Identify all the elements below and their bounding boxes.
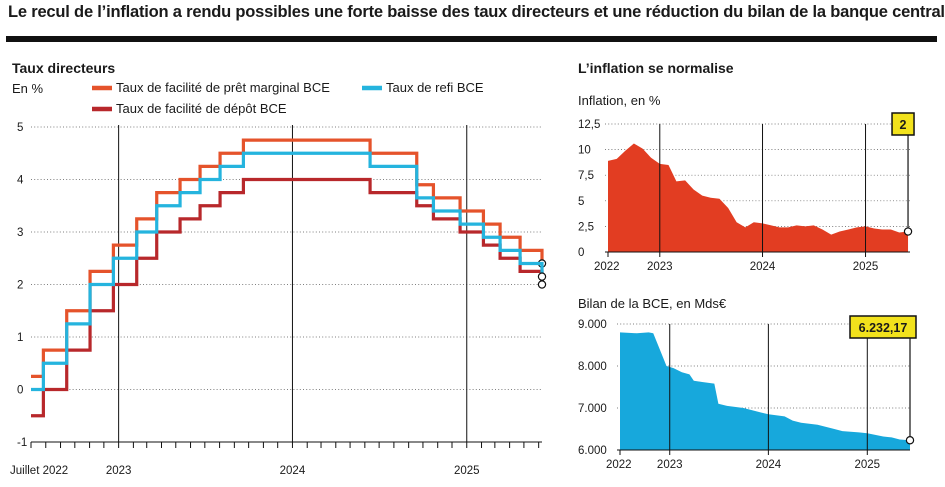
ytick-label: 10 — [578, 145, 591, 157]
xtick-label: 2025 — [454, 465, 480, 477]
xtick-label: 2023 — [647, 261, 673, 273]
ytick-label: 0 — [17, 385, 23, 397]
inflation-chart-title: Inflation, en % — [578, 93, 661, 108]
ytick-label: 9.000 — [578, 319, 607, 331]
legend-label-refi: Taux de refi BCE — [386, 80, 484, 95]
xtick-label: 2022 — [606, 459, 632, 471]
xtick-label: 2024 — [756, 459, 782, 471]
xtick-label: Juillet 2022 — [10, 465, 68, 477]
area-fill — [608, 143, 909, 252]
legend-label-marginal: Taux de facilité de prêt marginal BCE — [116, 80, 330, 95]
xtick-label: 2025 — [855, 459, 881, 471]
left-chart-title: Taux directeurs — [12, 60, 116, 76]
xtick-label: 2022 — [594, 261, 620, 273]
xtick-label: 2023 — [106, 465, 132, 477]
ytick-label: 5 — [578, 196, 584, 208]
ytick-label: 2,5 — [578, 221, 594, 233]
value-badge-label: 2 — [900, 118, 907, 132]
series-end-marker-depot — [537, 280, 547, 289]
xtick-label: 2024 — [280, 465, 306, 477]
ytick-label: 8.000 — [578, 361, 607, 373]
series-line-marginal — [31, 138, 544, 378]
value-badge — [849, 315, 917, 339]
series-line-depot — [31, 177, 544, 418]
headline: Le recul de l’inflation a rendu possible… — [8, 3, 945, 21]
headline-rule — [6, 36, 937, 42]
series-end-marker — [903, 227, 913, 236]
xtick-label: 2025 — [853, 261, 879, 273]
ytick-label: 2 — [17, 280, 23, 292]
ytick-label: 12,5 — [578, 119, 600, 131]
ytick-label: 4 — [17, 175, 24, 187]
value-badge — [891, 112, 915, 136]
ytick-label: 3 — [17, 227, 23, 239]
ytick-label: 7,5 — [578, 170, 594, 182]
xtick-label: 2024 — [750, 261, 776, 273]
ytick-label: 6.000 — [578, 445, 607, 457]
legend-label-depot: Taux de facilité de dépôt BCE — [116, 101, 287, 116]
ytick-label: -1 — [17, 437, 27, 449]
series-line-refi — [31, 151, 544, 392]
area-fill — [620, 332, 910, 450]
left-chart-unit: En % — [12, 81, 44, 96]
ytick-label: 5 — [17, 122, 23, 134]
ytick-label: 7.000 — [578, 403, 607, 415]
value-badge-label: 6.232,17 — [859, 321, 908, 335]
series-end-marker-refi — [537, 272, 547, 281]
ytick-label: 1 — [17, 332, 23, 344]
xtick-label: 2023 — [657, 459, 683, 471]
series-end-marker — [905, 436, 915, 445]
ytick-label: 0 — [578, 247, 584, 259]
bilan-chart-title: Bilan de la BCE, en Mds€ — [578, 296, 727, 311]
right-panel-title: L’inflation se normalise — [578, 60, 734, 76]
